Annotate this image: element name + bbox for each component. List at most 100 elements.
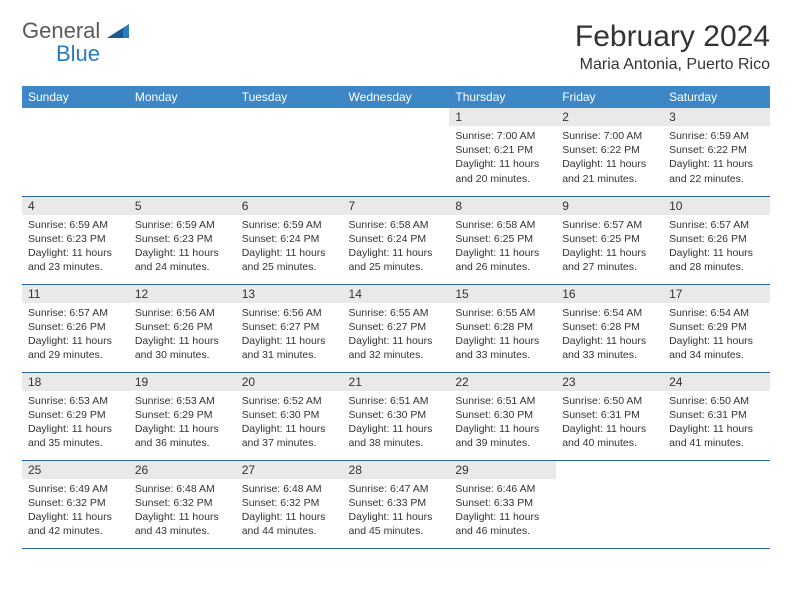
location: Maria Antonia, Puerto Rico xyxy=(575,56,770,74)
day-number: 16 xyxy=(556,285,663,303)
day-number: 24 xyxy=(663,373,770,391)
page-header: General Blue February 2024 Maria Antonia… xyxy=(22,20,770,74)
calendar-day-cell: 20Sunrise: 6:52 AMSunset: 6:30 PMDayligh… xyxy=(236,372,343,460)
weekday-header: Saturday xyxy=(663,86,770,108)
calendar-table: Sunday Monday Tuesday Wednesday Thursday… xyxy=(22,86,770,549)
calendar-week-row: 25Sunrise: 6:49 AMSunset: 6:32 PMDayligh… xyxy=(22,460,770,548)
sun-info: Sunrise: 6:57 AMSunset: 6:26 PMDaylight:… xyxy=(22,303,129,367)
day-number: 7 xyxy=(343,197,450,215)
calendar-day-cell: 21Sunrise: 6:51 AMSunset: 6:30 PMDayligh… xyxy=(343,372,450,460)
calendar-day-cell: 16Sunrise: 6:54 AMSunset: 6:28 PMDayligh… xyxy=(556,284,663,372)
sun-info: Sunrise: 6:59 AMSunset: 6:23 PMDaylight:… xyxy=(129,215,236,279)
calendar-day-cell: 13Sunrise: 6:56 AMSunset: 6:27 PMDayligh… xyxy=(236,284,343,372)
day-number: 28 xyxy=(343,461,450,479)
calendar-day-cell: 11Sunrise: 6:57 AMSunset: 6:26 PMDayligh… xyxy=(22,284,129,372)
empty-day xyxy=(236,108,343,126)
day-number: 4 xyxy=(22,197,129,215)
day-number: 21 xyxy=(343,373,450,391)
calendar-day-cell xyxy=(663,460,770,548)
sun-info: Sunrise: 6:58 AMSunset: 6:25 PMDaylight:… xyxy=(449,215,556,279)
sun-info: Sunrise: 6:57 AMSunset: 6:25 PMDaylight:… xyxy=(556,215,663,279)
sun-info: Sunrise: 6:50 AMSunset: 6:31 PMDaylight:… xyxy=(556,391,663,455)
weekday-header: Thursday xyxy=(449,86,556,108)
calendar-day-cell: 17Sunrise: 6:54 AMSunset: 6:29 PMDayligh… xyxy=(663,284,770,372)
calendar-day-cell: 2Sunrise: 7:00 AMSunset: 6:22 PMDaylight… xyxy=(556,108,663,196)
calendar-day-cell: 27Sunrise: 6:48 AMSunset: 6:32 PMDayligh… xyxy=(236,460,343,548)
title-block: February 2024 Maria Antonia, Puerto Rico xyxy=(575,20,770,74)
sun-info: Sunrise: 6:49 AMSunset: 6:32 PMDaylight:… xyxy=(22,479,129,543)
weekday-header: Sunday xyxy=(22,86,129,108)
day-number: 26 xyxy=(129,461,236,479)
sun-info: Sunrise: 6:54 AMSunset: 6:29 PMDaylight:… xyxy=(663,303,770,367)
calendar-day-cell xyxy=(343,108,450,196)
calendar-page: General Blue February 2024 Maria Antonia… xyxy=(0,0,792,569)
calendar-day-cell: 24Sunrise: 6:50 AMSunset: 6:31 PMDayligh… xyxy=(663,372,770,460)
calendar-day-cell xyxy=(22,108,129,196)
sun-info: Sunrise: 7:00 AMSunset: 6:22 PMDaylight:… xyxy=(556,126,663,190)
calendar-day-cell: 9Sunrise: 6:57 AMSunset: 6:25 PMDaylight… xyxy=(556,196,663,284)
day-number: 17 xyxy=(663,285,770,303)
calendar-day-cell: 14Sunrise: 6:55 AMSunset: 6:27 PMDayligh… xyxy=(343,284,450,372)
sun-info: Sunrise: 6:51 AMSunset: 6:30 PMDaylight:… xyxy=(449,391,556,455)
weekday-header: Tuesday xyxy=(236,86,343,108)
logo-triangle-icon xyxy=(107,24,129,38)
calendar-day-cell: 18Sunrise: 6:53 AMSunset: 6:29 PMDayligh… xyxy=(22,372,129,460)
day-number: 10 xyxy=(663,197,770,215)
sun-info: Sunrise: 6:52 AMSunset: 6:30 PMDaylight:… xyxy=(236,391,343,455)
sun-info: Sunrise: 6:59 AMSunset: 6:23 PMDaylight:… xyxy=(22,215,129,279)
sun-info: Sunrise: 6:46 AMSunset: 6:33 PMDaylight:… xyxy=(449,479,556,543)
calendar-day-cell: 10Sunrise: 6:57 AMSunset: 6:26 PMDayligh… xyxy=(663,196,770,284)
weekday-header-row: Sunday Monday Tuesday Wednesday Thursday… xyxy=(22,86,770,108)
day-number: 15 xyxy=(449,285,556,303)
calendar-week-row: 1Sunrise: 7:00 AMSunset: 6:21 PMDaylight… xyxy=(22,108,770,196)
sun-info: Sunrise: 6:56 AMSunset: 6:27 PMDaylight:… xyxy=(236,303,343,367)
day-number: 1 xyxy=(449,108,556,126)
calendar-day-cell xyxy=(129,108,236,196)
empty-day xyxy=(663,461,770,479)
logo-text: General Blue xyxy=(22,20,129,66)
day-number: 11 xyxy=(22,285,129,303)
sun-info: Sunrise: 6:47 AMSunset: 6:33 PMDaylight:… xyxy=(343,479,450,543)
calendar-week-row: 18Sunrise: 6:53 AMSunset: 6:29 PMDayligh… xyxy=(22,372,770,460)
month-title: February 2024 xyxy=(575,20,770,54)
calendar-day-cell xyxy=(236,108,343,196)
calendar-day-cell: 12Sunrise: 6:56 AMSunset: 6:26 PMDayligh… xyxy=(129,284,236,372)
sun-info: Sunrise: 7:00 AMSunset: 6:21 PMDaylight:… xyxy=(449,126,556,190)
calendar-day-cell xyxy=(556,460,663,548)
day-number: 8 xyxy=(449,197,556,215)
day-number: 22 xyxy=(449,373,556,391)
weekday-header: Monday xyxy=(129,86,236,108)
calendar-day-cell: 28Sunrise: 6:47 AMSunset: 6:33 PMDayligh… xyxy=(343,460,450,548)
calendar-day-cell: 1Sunrise: 7:00 AMSunset: 6:21 PMDaylight… xyxy=(449,108,556,196)
logo: General Blue xyxy=(22,20,129,66)
weekday-header: Wednesday xyxy=(343,86,450,108)
weekday-header: Friday xyxy=(556,86,663,108)
calendar-body: 1Sunrise: 7:00 AMSunset: 6:21 PMDaylight… xyxy=(22,108,770,548)
calendar-day-cell: 8Sunrise: 6:58 AMSunset: 6:25 PMDaylight… xyxy=(449,196,556,284)
calendar-day-cell: 29Sunrise: 6:46 AMSunset: 6:33 PMDayligh… xyxy=(449,460,556,548)
sun-info: Sunrise: 6:54 AMSunset: 6:28 PMDaylight:… xyxy=(556,303,663,367)
calendar-day-cell: 5Sunrise: 6:59 AMSunset: 6:23 PMDaylight… xyxy=(129,196,236,284)
day-number: 29 xyxy=(449,461,556,479)
day-number: 13 xyxy=(236,285,343,303)
day-number: 20 xyxy=(236,373,343,391)
calendar-week-row: 4Sunrise: 6:59 AMSunset: 6:23 PMDaylight… xyxy=(22,196,770,284)
calendar-day-cell: 15Sunrise: 6:55 AMSunset: 6:28 PMDayligh… xyxy=(449,284,556,372)
sun-info: Sunrise: 6:53 AMSunset: 6:29 PMDaylight:… xyxy=(22,391,129,455)
day-number: 27 xyxy=(236,461,343,479)
day-number: 3 xyxy=(663,108,770,126)
calendar-day-cell: 19Sunrise: 6:53 AMSunset: 6:29 PMDayligh… xyxy=(129,372,236,460)
calendar-day-cell: 23Sunrise: 6:50 AMSunset: 6:31 PMDayligh… xyxy=(556,372,663,460)
day-number: 18 xyxy=(22,373,129,391)
day-number: 19 xyxy=(129,373,236,391)
logo-word1: General xyxy=(22,18,100,43)
sun-info: Sunrise: 6:48 AMSunset: 6:32 PMDaylight:… xyxy=(129,479,236,543)
sun-info: Sunrise: 6:55 AMSunset: 6:27 PMDaylight:… xyxy=(343,303,450,367)
day-number: 6 xyxy=(236,197,343,215)
calendar-day-cell: 7Sunrise: 6:58 AMSunset: 6:24 PMDaylight… xyxy=(343,196,450,284)
sun-info: Sunrise: 6:51 AMSunset: 6:30 PMDaylight:… xyxy=(343,391,450,455)
day-number: 9 xyxy=(556,197,663,215)
day-number: 12 xyxy=(129,285,236,303)
sun-info: Sunrise: 6:59 AMSunset: 6:24 PMDaylight:… xyxy=(236,215,343,279)
sun-info: Sunrise: 6:56 AMSunset: 6:26 PMDaylight:… xyxy=(129,303,236,367)
